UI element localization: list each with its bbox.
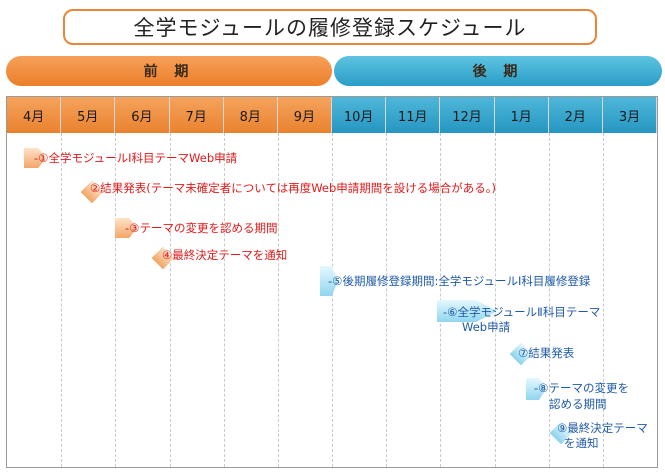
timeline-frame: [6, 96, 658, 468]
period-marker: [24, 148, 46, 168]
period-marker: [437, 300, 497, 322]
month-header: 4月 5月 6月 7月 8月 9月 10月 11月 12月 1月 2月 3月: [7, 97, 658, 133]
grid-line: [603, 133, 604, 467]
title-text: 全学モジュールの履修登録スケジュール: [133, 16, 527, 40]
event-label-5: -⑤後期履修登録期間:全学モジュールⅠ科目履修登録: [328, 274, 591, 288]
month-cell: 3月: [602, 97, 658, 133]
period-marker: [526, 378, 546, 400]
grid-line: [61, 133, 62, 467]
event-label-9: ⑨最終決定テーマ: [557, 421, 648, 435]
event-label-7: ⑦結果発表: [518, 346, 575, 360]
grid-line: [278, 133, 279, 467]
month-cell: 5月: [61, 97, 116, 133]
month-cell: 6月: [115, 97, 170, 133]
month-cell: 2月: [548, 97, 603, 133]
second-term-label: 後 期: [472, 64, 524, 80]
month-cell: 11月: [386, 97, 441, 133]
grid-line: [115, 133, 116, 467]
event-label-8: -⑧テーマの変更を: [534, 381, 629, 395]
event-label-9b: を通知: [564, 436, 599, 450]
month-cell: 4月: [7, 97, 62, 133]
grid-line: [332, 133, 333, 467]
page-title: 全学モジュールの履修登録スケジュール: [63, 9, 597, 45]
month-cell: 8月: [223, 97, 278, 133]
grid-line: [549, 133, 550, 467]
period-marker: [115, 218, 137, 238]
first-term-banner: 前 期: [6, 56, 332, 86]
first-term-label: 前 期: [143, 64, 195, 80]
period-marker: [320, 266, 338, 296]
event-label-8b: 認める期間: [549, 397, 607, 411]
event-label-2: ②結果発表(テーマ未確定者については再度Web申請期間を設ける場合がある。): [90, 181, 497, 195]
month-cell: 12月: [440, 97, 495, 133]
grid-line: [386, 133, 387, 467]
grid-line: [170, 133, 171, 467]
month-cell: 1月: [494, 97, 549, 133]
event-label-1: -①全学モジュールⅠ科目テーマWeb申請: [34, 151, 238, 165]
grid-line: [224, 133, 225, 467]
month-cell: 7月: [169, 97, 224, 133]
second-term-banner: 後 期: [334, 56, 662, 86]
month-cell: 10月: [332, 97, 387, 133]
event-label-3: -③テーマの変更を認める期間: [125, 221, 278, 235]
grid-line: [495, 133, 496, 467]
event-label-6: -⑥全学モジュールⅡ科目テーマ: [443, 305, 601, 319]
event-label-4: ④最終決定テーマを通知: [162, 248, 288, 262]
event-label-6b: Web申請: [462, 320, 511, 334]
month-cell: 9月: [277, 97, 333, 133]
